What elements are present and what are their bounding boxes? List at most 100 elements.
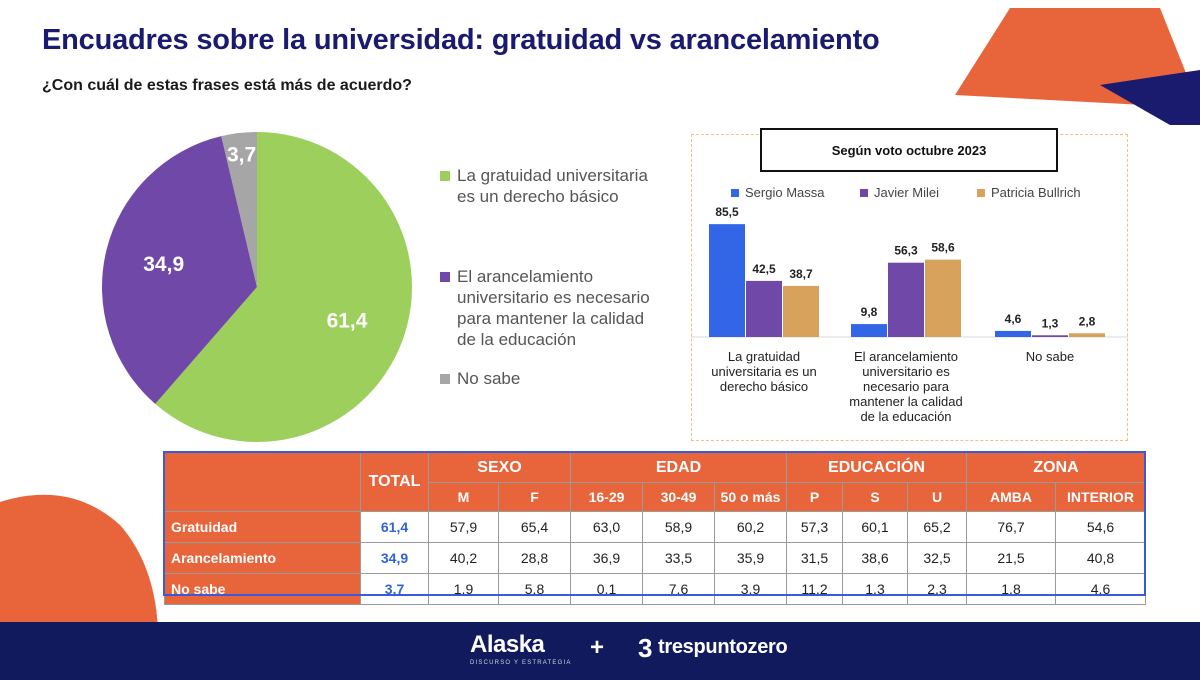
table-cell: 4,6 [1055,573,1146,605]
bar-milei [1032,335,1068,337]
table-cell: 1,8 [966,573,1056,605]
table-cell: 28,8 [498,542,571,574]
pie-slice-no-sabe [221,132,257,287]
table-header-total: TOTAL [360,452,429,512]
table-col-header: 16-29 [570,482,643,512]
table-row: Gratuidad 61,4 57,9 65,4 63,0 58,9 60,2 … [164,511,1146,543]
table-cell: 38,6 [842,542,908,574]
bar-value-label: 42,5 [752,262,776,276]
table-cell: 65,4 [498,511,571,543]
trespuntozero-logo: trespuntozero [658,636,788,658]
legend-label-line: universitario es necesario [457,288,650,307]
table-col-header: AMBA [966,482,1056,512]
legend-label-line: No sabe [457,369,521,388]
pie-value-label: 3,7 [227,144,256,167]
page-subtitle: ¿Con cuál de estas frases está más de ac… [42,77,412,94]
bar-value-label: 2,8 [1079,314,1096,328]
table-cell-total: 34,9 [360,542,429,574]
table-col-header: 30-49 [642,482,715,512]
legend-label-line: La gratuidad universitaria [457,166,648,185]
bar-value-label: 58,6 [931,241,955,255]
bar-value-label: 85,5 [715,205,739,219]
table-cell: 11,2 [786,573,843,605]
crosstab-table: TOTAL SEXO EDAD EDUCACIÓN ZONA M F 16-29… [164,452,1146,605]
legend-item-no-sabe: No sabe [440,368,520,389]
bar-legend-label: Javier Milei [874,185,940,200]
table-cell: 3,9 [714,573,787,605]
legend-swatch-gratuidad [440,171,450,181]
trespuntozero-logo-icon: 3 [638,633,653,663]
table-row-label: No sabe [164,573,361,605]
pie-value-label: 34,9 [143,253,184,276]
table-col-header: S [842,482,908,512]
bar-milei [888,262,924,337]
orange-decoration-left [0,494,158,630]
bar-value-label: 4,6 [1005,312,1022,326]
bar-legend-swatch-massa [731,188,739,197]
bar-category-label: necesario para [863,379,950,394]
bar-category-label: El arancelamiento [854,349,958,364]
legend-label-line: de la educación [457,330,577,349]
pie-slice-gratuidad [155,132,413,442]
table-group-zona: ZONA [966,452,1146,483]
table-group-educacion: EDUCACIÓN [786,452,967,483]
table-corner [164,452,361,512]
bar-value-label: 1,3 [1042,316,1059,330]
bar-category-label: universitaria es un [711,364,817,379]
table-cell: 40,2 [428,542,499,574]
pie-slice-arancelamiento [101,136,257,404]
table-cell: 54,6 [1055,511,1146,543]
bar-value-label: 56,3 [894,244,918,258]
table-row: Arancelamiento 34,9 40,2 28,8 36,9 33,5 … [164,542,1146,574]
legend-label-line: para mantener la calidad [457,309,645,328]
pie-value-label: 61,4 [327,310,368,333]
bar-legend-bullrich: Patricia Bullrich [977,185,1081,200]
legend-swatch-arancelamiento [440,272,450,282]
bar-category-label: derecho básico [720,379,808,394]
table-cell: 7,6 [642,573,715,605]
table-cell: 33,5 [642,542,715,574]
bar-category-label: universitario es [862,364,950,379]
bar-milei [746,280,782,337]
alaska-logo: Alaska [470,631,545,658]
bar-bullrich [783,285,819,337]
bar-bullrich [925,259,961,337]
table-group-sexo: SEXO [428,452,571,483]
table-cell: 65,2 [907,511,967,543]
footer-bar [0,622,1200,680]
table-row-label: Gratuidad [164,511,361,543]
legend-label-line: El arancelamiento [457,267,594,286]
table-cell: 57,3 [786,511,843,543]
legend-swatch-no-sabe [440,374,450,384]
table-row-label: Arancelamiento [164,542,361,574]
legend-item-arancelamiento: El arancelamiento universitario es neces… [440,266,650,350]
legend-label-line: es un derecho básico [457,187,619,206]
bar-legend-massa: Sergio Massa [731,185,824,200]
table-cell: 32,5 [907,542,967,574]
pie-chart: 61,4 34,9 3,7 [101,132,413,442]
table-cell: 60,1 [842,511,908,543]
bar-massa [851,324,887,337]
legend-item-gratuidad: La gratuidad universitaria es un derecho… [440,165,648,207]
table-cell: 60,2 [714,511,787,543]
bar-legend-label: Sergio Massa [745,185,825,200]
table-cell: 5,8 [498,573,571,605]
table-cell: 35,9 [714,542,787,574]
bar-chart-title: Según voto octubre 2023 [760,128,1058,172]
bar-category-label: de la educación [860,409,951,424]
bar-value-label: 9,8 [861,305,878,319]
table-cell: 36,9 [570,542,643,574]
bar-massa [709,224,745,337]
table-col-header: 50 o más [714,482,787,512]
bar-bullrich [1069,333,1105,337]
table-col-header: F [498,482,571,512]
table-group-edad: EDAD [570,452,787,483]
bar-category-label: La gratuidad [728,349,800,364]
table-cell-total: 61,4 [360,511,429,543]
table-cell: 58,9 [642,511,715,543]
table-cell: 76,7 [966,511,1056,543]
plus-sign: + [590,634,605,661]
table-col-header: U [907,482,967,512]
table-cell: 57,9 [428,511,499,543]
